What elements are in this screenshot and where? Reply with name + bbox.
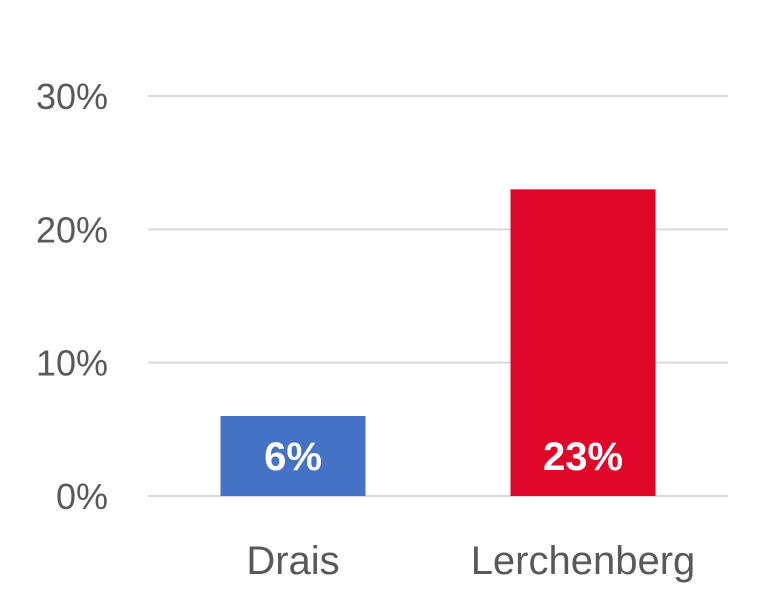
y-tick-label: 20% [36, 209, 108, 250]
y-tick-label: 10% [36, 343, 108, 384]
data-label: 6% [264, 435, 322, 479]
y-axis-ticks: 0% 10% 20% 30% [36, 76, 108, 517]
y-tick-label: 30% [36, 76, 108, 117]
bars: 6% 23% [220, 189, 656, 497]
x-category-label: Drais [246, 539, 339, 583]
y-tick-label: 0% [56, 476, 108, 517]
x-category-label: Lerchenberg [471, 539, 696, 583]
bar-lerchenberg [510, 189, 656, 497]
x-axis-categories: Drais Lerchenberg [246, 539, 695, 583]
bar-drais [220, 416, 366, 496]
data-label: 23% [543, 435, 623, 479]
